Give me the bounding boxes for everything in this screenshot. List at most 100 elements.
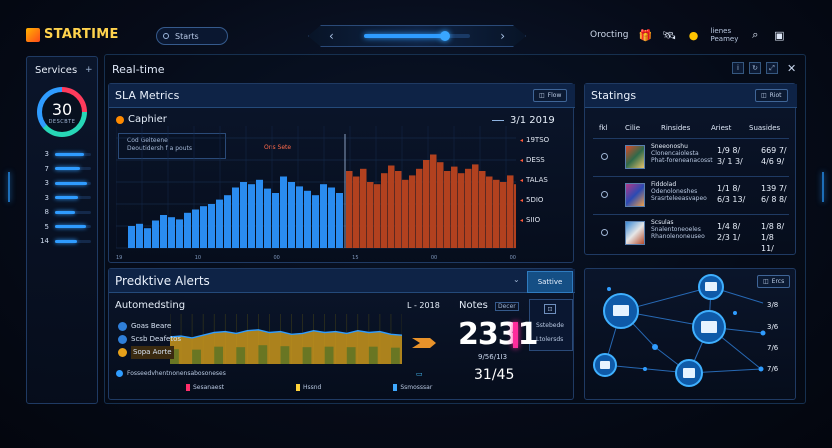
- bar-red: [458, 173, 465, 248]
- area-bar: [346, 347, 356, 364]
- nav-next-button[interactable]: ›: [500, 29, 505, 43]
- sla-flow-icon: ◫: [539, 92, 545, 99]
- service-row[interactable]: 3: [39, 178, 91, 188]
- date-dash: [492, 120, 504, 121]
- predictive-tags: Sesanaest Hssnd Ssmosssar: [186, 384, 432, 391]
- service-row[interactable]: 14: [39, 236, 91, 246]
- user-line1: lienes: [710, 27, 732, 35]
- col-2[interactable]: Cilie: [625, 124, 641, 132]
- close-icon[interactable]: ✕: [787, 62, 797, 75]
- predictive-tab-sattive[interactable]: Sattive: [527, 271, 573, 293]
- tag-3[interactable]: Ssmosssar: [393, 384, 432, 391]
- search-icon[interactable]: ⌕: [752, 28, 759, 41]
- service-row[interactable]: 8: [39, 207, 91, 217]
- ring-sub: DESCBTE: [48, 118, 76, 125]
- area-bar: [324, 346, 334, 364]
- station-radio[interactable]: [601, 153, 608, 160]
- service-level-fill: [55, 239, 77, 243]
- orocting-label[interactable]: Orocting: [590, 30, 629, 40]
- service-row-label: 3: [44, 150, 49, 158]
- service-row[interactable]: 5: [39, 222, 91, 232]
- network-label-3: 7/6: [767, 344, 779, 352]
- service-row[interactable]: 3: [39, 149, 91, 159]
- station-desc2: Srasrteleeasvapeo: [651, 195, 707, 202]
- slider-knob[interactable]: [439, 31, 450, 41]
- station-row[interactable]: Sneeonoshu Clonencaiolesta Phat-foreneanac…: [593, 138, 789, 178]
- bar-blue: [304, 190, 311, 248]
- nav-prev-button[interactable]: ‹: [329, 29, 334, 43]
- col-4[interactable]: Ariest: [711, 124, 732, 132]
- station-v2-b: 1/8 11/: [761, 233, 774, 253]
- side-button-2[interactable]: Ltolersds: [536, 336, 564, 343]
- station-row[interactable]: Scsulas Snalentoneoeles Rhanolenoneuseo 1/4…: [593, 214, 789, 254]
- notes-tag[interactable]: Decer: [495, 302, 519, 311]
- col-3[interactable]: Rinsides: [661, 124, 691, 132]
- bar-red: [409, 175, 416, 248]
- tag-2[interactable]: Hssnd: [295, 384, 321, 391]
- bar-blue: [184, 212, 191, 248]
- legend-tag: Ons Sete: [264, 144, 292, 151]
- satellite-icon[interactable]: 🛰: [662, 28, 677, 42]
- service-level-bar: [55, 196, 91, 199]
- sla-flow-button[interactable]: ◫ Flow: [533, 89, 568, 102]
- col-5[interactable]: Suasides: [749, 124, 781, 132]
- bar-red: [367, 182, 374, 248]
- legend-item-3: Sopa Aorte: [118, 346, 181, 359]
- legend-dot-blue-icon: [118, 322, 127, 331]
- stations-riot-button[interactable]: ◫ Riot: [755, 89, 788, 102]
- service-level-bar: [55, 181, 91, 185]
- station-desc1: Odenoloneshes: [651, 188, 698, 195]
- refresh-icon[interactable]: ↻: [749, 62, 761, 74]
- bar-red: [381, 173, 388, 248]
- bar-blue: [192, 209, 199, 248]
- sla-y-label: ◂ SIIO: [520, 216, 540, 224]
- user-menu[interactable]: lienes Peamey: [711, 27, 739, 43]
- area-bar: [302, 347, 312, 364]
- gift-icon[interactable]: 🎁: [638, 28, 653, 42]
- service-row[interactable]: 3: [39, 193, 91, 203]
- station-v1-a: 1/9 8/: [717, 146, 741, 155]
- bar-red: [416, 168, 423, 248]
- document-icon[interactable]: ▣: [774, 28, 785, 42]
- timeline-slider[interactable]: [364, 31, 470, 41]
- logo-text: STARTIME: [44, 27, 119, 42]
- slider-fill: [364, 34, 445, 38]
- top-search[interactable]: Starts: [156, 27, 228, 45]
- lock-icon[interactable]: ⊡: [544, 304, 556, 314]
- station-radio[interactable]: [601, 191, 608, 198]
- service-row-label: 3: [44, 193, 49, 202]
- station-value-2: 1/8 8/1/8 11/: [761, 221, 789, 254]
- side-button-1[interactable]: Sstebede: [536, 322, 564, 329]
- station-v1-b: 3/ 1 3/: [717, 157, 743, 166]
- services-title: Services: [35, 65, 78, 76]
- expand-icon[interactable]: ⤢: [766, 62, 778, 74]
- app-logo[interactable]: STARTIME: [26, 27, 119, 42]
- bar-blue: [152, 220, 159, 248]
- tag-1[interactable]: Sesanaest: [186, 384, 224, 391]
- info-icon[interactable]: i: [732, 62, 744, 74]
- y-label-marker-icon: ◂: [520, 136, 524, 144]
- predictive-dropdown-icon[interactable]: ⌄: [513, 275, 520, 284]
- station-desc1: Snalentoneoeles: [651, 226, 701, 233]
- predictive-small-number: 31/45: [474, 367, 515, 383]
- station-name: Scsulas: [651, 219, 674, 226]
- bar-red: [514, 184, 516, 248]
- bar-red: [402, 179, 409, 248]
- ring-center: 30 DESCBTE: [42, 92, 82, 132]
- services-add-button[interactable]: +: [85, 65, 93, 75]
- station-row[interactable]: Fiddolad Odenoloneshes Srasrteleeasvapeo 1/…: [593, 176, 789, 216]
- y-label-text: 19TSO: [526, 136, 550, 144]
- network-ercs-button[interactable]: ◫ Ercs: [757, 275, 791, 288]
- legend-dot-orange-icon: [118, 348, 127, 357]
- station-radio[interactable]: [601, 229, 608, 236]
- bar-red: [451, 166, 458, 248]
- station-v1-b: 6/3 13/: [717, 195, 746, 204]
- service-row[interactable]: 7: [39, 164, 91, 174]
- area-bar: [390, 347, 400, 364]
- col-1[interactable]: fkl: [599, 124, 608, 132]
- x-label: 19: [116, 255, 123, 261]
- bell-icon[interactable]: ●: [688, 28, 699, 42]
- sla-header: [109, 84, 575, 108]
- predictive-sub-number: 9/56/1I3: [478, 353, 508, 361]
- predictive-highlight-bar: [513, 322, 518, 348]
